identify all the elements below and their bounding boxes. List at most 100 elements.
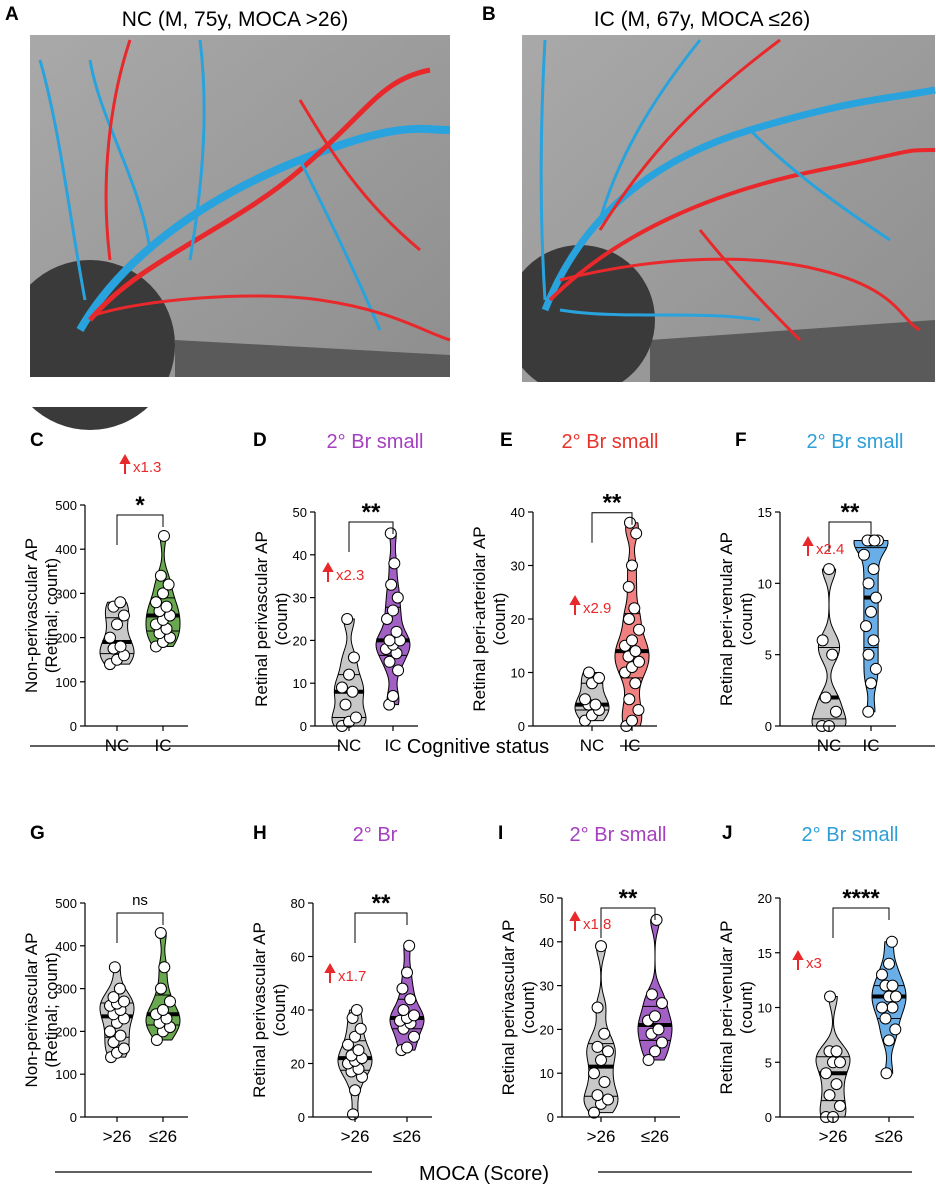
- panel-letter: G: [30, 823, 45, 844]
- y-axis-label: (count): [737, 593, 756, 646]
- data-point: [595, 1054, 607, 1067]
- data-point: [593, 671, 605, 684]
- image-title: IC (M, 67y, MOCA ≤26): [594, 8, 811, 31]
- retina-image-a: [0, 35, 460, 430]
- significance-bracket: [116, 912, 164, 943]
- data-point: [588, 1067, 600, 1080]
- y-tick-label: 500: [55, 896, 77, 911]
- data-point: [104, 1025, 116, 1038]
- data-point: [867, 634, 880, 647]
- significance-bracket: [348, 521, 394, 552]
- significance-bracket: [354, 912, 408, 943]
- significance-label: **: [603, 490, 622, 517]
- data-point: [401, 1041, 413, 1054]
- data-point: [162, 578, 175, 591]
- data-point: [401, 966, 413, 979]
- x-tick-label: ≤26: [875, 1127, 903, 1146]
- y-axis-label: (Retinal; count): [42, 558, 61, 673]
- significance-label: ****: [842, 885, 880, 912]
- data-point: [623, 693, 636, 706]
- panel-letter: A: [5, 4, 19, 25]
- fold-change: x2.3: [336, 567, 364, 584]
- fold-change: x1.8: [583, 916, 611, 933]
- data-point: [388, 557, 401, 570]
- data-point: [408, 1030, 420, 1043]
- data-point: [347, 651, 360, 664]
- chart-title: 2° Br small: [327, 431, 424, 453]
- data-point: [336, 681, 348, 694]
- fold-arrow: [322, 561, 334, 582]
- data-point: [392, 664, 405, 677]
- data-point: [628, 602, 641, 615]
- data-point: [830, 705, 842, 718]
- data-point: [408, 1009, 420, 1022]
- fold-arrow: [569, 594, 581, 615]
- data-point: [824, 990, 837, 1003]
- y-tick-label: 0: [547, 1110, 554, 1125]
- data-point: [633, 623, 645, 636]
- data-point: [396, 982, 409, 995]
- data-point: [383, 655, 396, 668]
- y-axis-label: Non-perivascular AP: [22, 933, 41, 1088]
- image-title: NC (M, 75y, MOCA >26): [122, 8, 349, 31]
- y-tick-label: 10: [758, 576, 772, 591]
- fold-arrow: [802, 535, 814, 556]
- data-point: [347, 1108, 360, 1121]
- data-point: [150, 596, 162, 609]
- y-axis-label: (count): [519, 981, 538, 1034]
- fold-change: x1.3: [133, 459, 161, 476]
- data-point: [118, 995, 130, 1008]
- data-point: [858, 548, 870, 561]
- data-point: [114, 640, 127, 653]
- y-tick-label: 10: [293, 676, 307, 691]
- y-axis-label: Retinal peri-arteriolar AP: [470, 526, 489, 711]
- data-point: [349, 1084, 361, 1097]
- data-point: [391, 591, 404, 604]
- data-point: [343, 668, 355, 681]
- group-label: MOCA (Score): [419, 1163, 549, 1185]
- data-point: [642, 1054, 655, 1067]
- data-point: [397, 1004, 410, 1016]
- x-tick-label: NC: [817, 736, 842, 755]
- data-point: [164, 995, 176, 1008]
- significance-bracket: [600, 907, 656, 938]
- data-point: [591, 1089, 604, 1102]
- x-tick-label: ≤26: [641, 1127, 669, 1146]
- chart-title: 2° Br small: [562, 431, 659, 453]
- data-point: [886, 979, 899, 992]
- data-point: [157, 1004, 169, 1016]
- chart-title: 2° Br small: [807, 431, 904, 453]
- data-point: [384, 527, 397, 540]
- data-point: [154, 982, 167, 995]
- y-tick-label: 10: [511, 666, 525, 681]
- data-point: [645, 988, 658, 1001]
- data-point: [649, 1045, 661, 1058]
- data-point: [108, 961, 121, 974]
- data-point: [113, 982, 126, 995]
- y-tick-label: 100: [55, 1067, 77, 1082]
- data-point: [387, 604, 399, 617]
- data-point: [349, 1030, 361, 1043]
- data-point: [633, 655, 645, 668]
- y-tick-label: 40: [540, 935, 554, 950]
- y-axis-label: Retinal perivascular AP: [499, 920, 518, 1096]
- x-tick-label: NC: [337, 736, 362, 755]
- y-tick-label: 300: [55, 982, 77, 997]
- panel-letter: C: [30, 430, 44, 451]
- data-point: [341, 613, 354, 625]
- data-point: [820, 1067, 832, 1080]
- data-point: [823, 1089, 836, 1102]
- x-tick-label: NC: [580, 736, 605, 755]
- significance-label: *: [135, 492, 145, 519]
- data-point: [354, 1022, 367, 1035]
- y-tick-label: 400: [55, 939, 77, 954]
- data-point: [350, 711, 362, 724]
- data-point: [885, 935, 898, 948]
- data-point: [598, 1027, 611, 1040]
- data-point: [834, 1100, 846, 1113]
- fold-arrow: [324, 962, 336, 983]
- significance-label: **: [372, 890, 391, 917]
- fold-arrow: [569, 910, 581, 931]
- data-point: [339, 698, 352, 711]
- x-tick-label: >26: [341, 1127, 370, 1146]
